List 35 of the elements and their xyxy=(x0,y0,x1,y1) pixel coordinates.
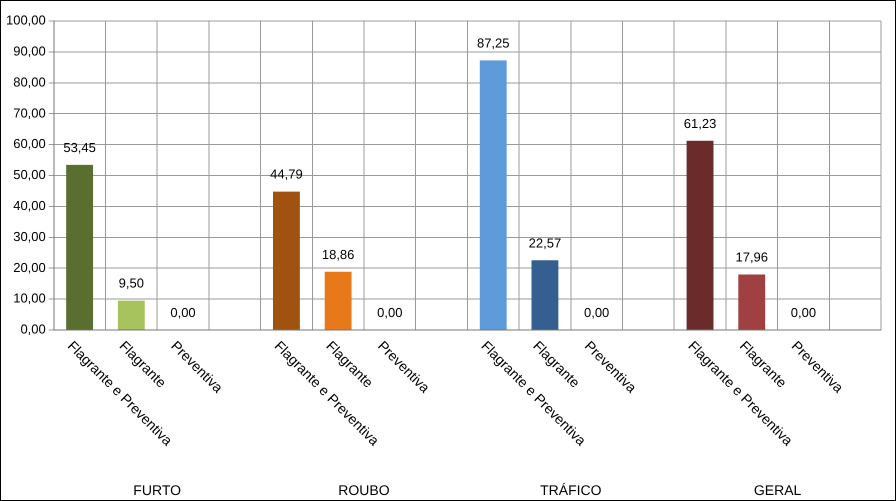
y-tick-label: 40,00 xyxy=(13,198,46,213)
y-tick-label: 100,00 xyxy=(6,12,46,28)
data-label: 17,96 xyxy=(735,250,768,265)
bar xyxy=(531,260,558,330)
text: GERAL xyxy=(754,482,802,498)
y-tick-label: 70,00 xyxy=(13,105,46,120)
data-label: 9,50 xyxy=(118,276,144,291)
bar xyxy=(66,164,94,330)
bar xyxy=(686,140,714,330)
data-label: 18,86 xyxy=(322,246,354,262)
y-tick-label: 30,00 xyxy=(13,228,46,244)
data-label: 0,00 xyxy=(584,305,610,320)
data-label: 53,45 xyxy=(63,140,96,155)
y-tick-label: 50,00 xyxy=(13,167,46,182)
data-label: 61,23 xyxy=(684,116,716,131)
bar xyxy=(480,60,507,330)
y-tick-label: 80,00 xyxy=(13,74,46,90)
text: FURTO xyxy=(133,482,182,498)
y-tick-label: 20,00 xyxy=(13,260,46,275)
bar xyxy=(738,274,766,330)
data-label: 0,00 xyxy=(790,305,816,320)
data-label: 44,79 xyxy=(270,166,303,182)
y-tick-label: 10,00 xyxy=(13,290,46,306)
bar xyxy=(272,192,300,330)
y-tick-label: 90,00 xyxy=(13,43,46,58)
data-label: 0,00 xyxy=(377,305,402,320)
data-label: 0,00 xyxy=(170,305,196,320)
text: ROUBO xyxy=(338,482,390,498)
bar xyxy=(118,300,145,330)
y-tick-label: 0,00 xyxy=(20,322,46,337)
y-tick-label: 60,00 xyxy=(13,136,46,152)
bar xyxy=(324,272,352,330)
data-label: 87,25 xyxy=(476,35,510,50)
data-label: 22,57 xyxy=(528,235,562,250)
text: TRÁFICO xyxy=(540,482,602,498)
